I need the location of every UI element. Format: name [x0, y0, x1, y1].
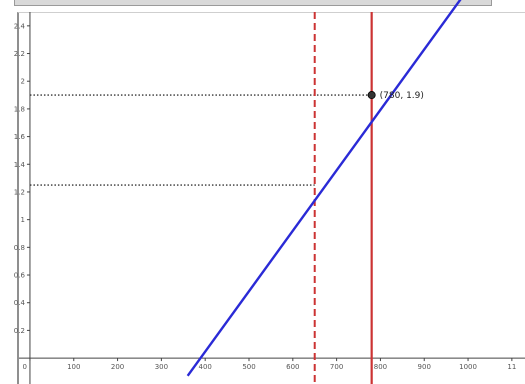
x-tick-label: 300 — [155, 363, 168, 371]
y-tick-label: 1.4 — [14, 161, 26, 169]
x-tick-label: 600 — [286, 363, 299, 371]
x-tick-label: 200 — [111, 363, 124, 371]
point-marker[interactable] — [367, 91, 376, 100]
graphics-view[interactable] — [17, 12, 525, 384]
y-tick-label: 0.8 — [14, 244, 25, 252]
y-axis: 0.2 0.4 0.6 0.8 1 1.2 1.4 1.6 1.8 2 2.2 2.4 — [14, 12, 31, 384]
x-tick-label: 800 — [374, 363, 387, 371]
point-group[interactable]: (780, 1.9) — [367, 91, 424, 101]
x-tick-label: 900 — [418, 363, 431, 371]
x-tick-label: 0 — [22, 363, 26, 371]
x-tick-label: 500 — [242, 363, 255, 371]
x-axis: 0 100 200 300 400 500 600 700 800 900 1000 11 — [19, 357, 525, 371]
plot-lines — [29, 0, 462, 384]
blue-line — [186, 0, 462, 377]
point-label: (780, 1.9) — [380, 91, 424, 101]
y-tick-label: 0.2 — [14, 327, 25, 335]
y-tick-label: 1.6 — [14, 133, 26, 141]
x-tick-label: 11 — [507, 363, 516, 371]
y-tick-label: 2.2 — [14, 50, 25, 58]
x-tick-label: 1000 — [459, 363, 477, 371]
y-tick-label: 2 — [20, 78, 24, 86]
y-tick-label: 2.4 — [14, 22, 26, 30]
x-tick-label: 700 — [330, 363, 343, 371]
y-tick-label: 1.2 — [14, 188, 25, 196]
y-tick-label: 0.4 — [14, 299, 26, 307]
y-tick-label: 1 — [20, 216, 24, 224]
y-tick-label: 1.8 — [14, 105, 25, 113]
x-tick-label: 100 — [67, 363, 80, 371]
y-tick-label: 0.6 — [14, 272, 26, 280]
x-tick-label: 400 — [199, 363, 212, 371]
toolbar-strip — [14, 0, 492, 6]
